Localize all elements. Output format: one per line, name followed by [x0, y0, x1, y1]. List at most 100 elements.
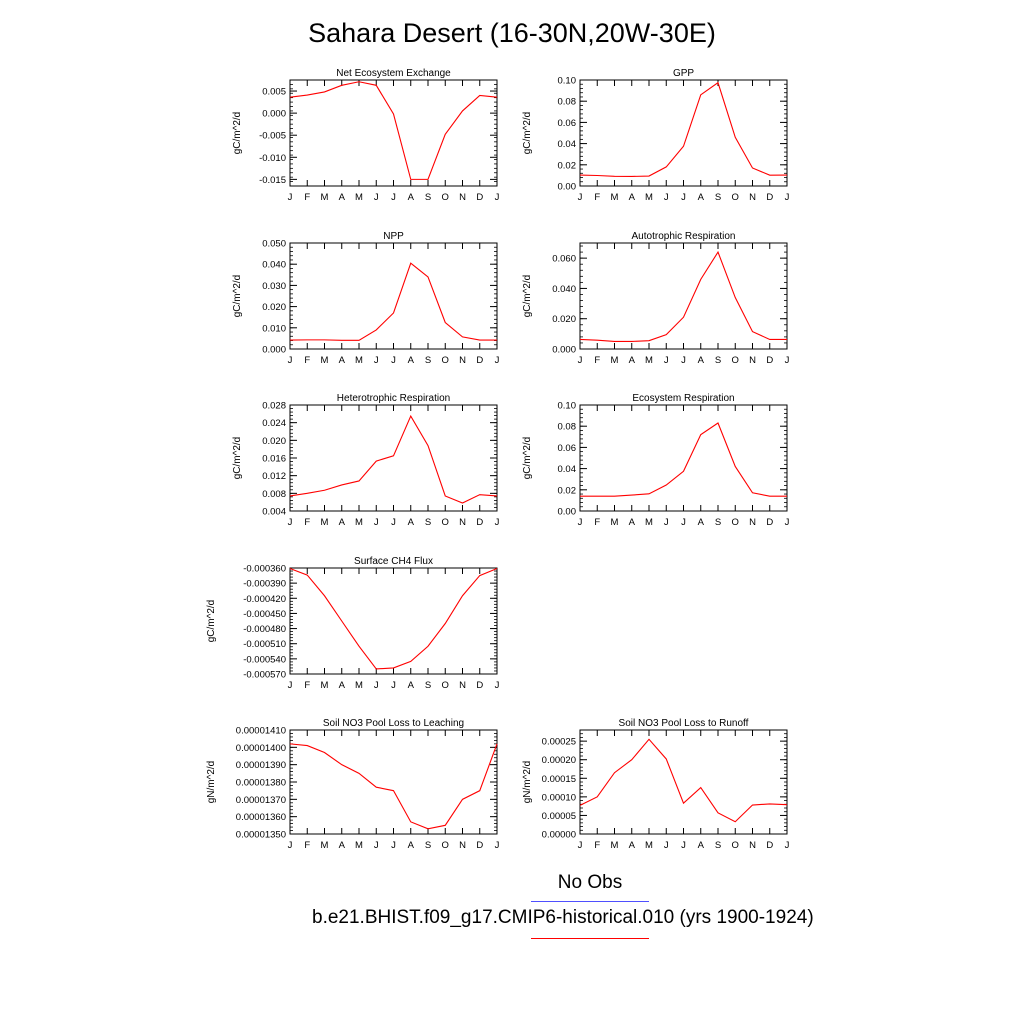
- x-tick-label: M: [611, 192, 619, 203]
- y-tick-label: 0.000: [262, 345, 286, 356]
- plot-frame: [289, 567, 498, 675]
- x-tick-label: M: [355, 517, 363, 528]
- y-tick-label: 0.04: [558, 139, 577, 150]
- x-tick-label: O: [732, 840, 739, 851]
- x-tick-label: J: [495, 680, 500, 691]
- x-tick-label: J: [374, 680, 379, 691]
- x-tick-label: A: [408, 680, 415, 691]
- x-tick-label: J: [391, 192, 396, 203]
- y-tick-label: -0.015: [259, 175, 286, 186]
- y-axis-label: gC/m^2/d: [522, 275, 533, 318]
- x-tick-label: A: [408, 840, 415, 851]
- y-tick-label: 0.050: [262, 239, 286, 250]
- y-tick-label: 0.00001350: [236, 830, 286, 841]
- x-tick-label: O: [442, 517, 449, 528]
- y-tick-label: 0.024: [262, 418, 286, 429]
- x-tick-label: J: [785, 840, 790, 851]
- x-tick-label: F: [304, 840, 310, 851]
- x-tick-label: F: [594, 355, 600, 366]
- x-tick-label: S: [425, 355, 431, 366]
- plot-frame: [289, 242, 498, 350]
- legend-model-line: [531, 938, 649, 939]
- x-tick-label: J: [495, 355, 500, 366]
- y-tick-label: 0.00010: [542, 792, 576, 803]
- x-tick-label: D: [766, 192, 773, 203]
- y-tick-label: 0.020: [262, 436, 286, 447]
- x-tick-label: O: [442, 355, 449, 366]
- y-tick-label: -0.000420: [243, 594, 286, 605]
- x-tick-label: S: [715, 840, 721, 851]
- y-tick-label: -0.000450: [243, 609, 286, 620]
- x-tick-label: D: [476, 680, 483, 691]
- legend-obs-line: [531, 901, 649, 902]
- x-tick-label: M: [645, 192, 653, 203]
- chart-title: Heterotrophic Respiration: [337, 393, 450, 404]
- y-tick-label: 0.010: [262, 323, 286, 334]
- x-tick-label: J: [288, 680, 293, 691]
- chart-title: Net Ecosystem Exchange: [336, 68, 451, 79]
- y-tick-label: 0.00: [558, 507, 577, 518]
- x-tick-label: A: [408, 192, 415, 203]
- plot-frame: [579, 404, 788, 512]
- x-tick-label: M: [321, 680, 329, 691]
- x-tick-label: M: [321, 355, 329, 366]
- x-tick-label: A: [698, 517, 705, 528]
- x-tick-label: O: [732, 355, 739, 366]
- x-tick-label: M: [321, 517, 329, 528]
- y-tick-label: 0.028: [262, 401, 286, 412]
- y-tick-label: 0.005: [262, 87, 286, 98]
- y-tick-label: 0.030: [262, 281, 286, 292]
- y-tick-label: 0.00001410: [236, 726, 286, 737]
- plot-frame: [289, 729, 498, 835]
- x-tick-label: J: [374, 355, 379, 366]
- y-axis-label: gC/m^2/d: [522, 112, 533, 155]
- x-tick-label: M: [355, 840, 363, 851]
- x-tick-label: J: [391, 680, 396, 691]
- x-tick-label: N: [459, 840, 466, 851]
- x-tick-label: A: [339, 517, 346, 528]
- x-tick-label: A: [698, 355, 705, 366]
- x-tick-label: F: [304, 355, 310, 366]
- x-tick-label: J: [785, 355, 790, 366]
- x-tick-label: J: [288, 355, 293, 366]
- x-tick-label: A: [629, 840, 636, 851]
- x-tick-label: O: [442, 840, 449, 851]
- x-tick-label: M: [611, 355, 619, 366]
- x-tick-label: J: [785, 517, 790, 528]
- x-tick-label: M: [645, 840, 653, 851]
- chart-panel: Heterotrophic Respiration gC/m^2/d 0.004 0.…: [232, 393, 500, 528]
- chart-title: NPP: [383, 231, 404, 242]
- chart-panel: NPP gC/m^2/d 0.000 0.010 0.020 0.030 0.040 0.05…: [232, 231, 500, 366]
- x-tick-label: M: [645, 517, 653, 528]
- x-tick-label: S: [715, 517, 721, 528]
- y-tick-label: 0.020: [552, 314, 576, 325]
- x-tick-label: M: [355, 192, 363, 203]
- chart-title: Surface CH4 Flux: [354, 556, 433, 567]
- y-axis-label: gC/m^2/d: [206, 600, 217, 643]
- x-tick-label: J: [495, 840, 500, 851]
- y-tick-label: -0.000480: [243, 624, 286, 635]
- x-tick-label: J: [288, 517, 293, 528]
- y-tick-label: -0.010: [259, 153, 286, 164]
- y-tick-label: 0.000: [262, 109, 286, 120]
- series-line: [289, 414, 498, 504]
- y-tick-label: 0.04: [558, 464, 577, 475]
- x-tick-label: J: [578, 517, 583, 528]
- x-tick-label: J: [664, 355, 669, 366]
- y-tick-label: 0.00: [558, 182, 577, 193]
- chart-panel: Soil NO3 Pool Loss to Leaching gN/m^2/d 0.…: [206, 718, 500, 851]
- chart-title: Ecosystem Respiration: [632, 393, 734, 404]
- x-tick-label: A: [698, 840, 705, 851]
- x-tick-label: F: [594, 517, 600, 528]
- x-tick-label: J: [391, 355, 396, 366]
- x-tick-label: S: [425, 680, 431, 691]
- x-tick-label: J: [664, 192, 669, 203]
- x-tick-label: S: [425, 192, 431, 203]
- x-tick-label: N: [459, 355, 466, 366]
- x-tick-label: F: [304, 192, 310, 203]
- y-axis-label: gC/m^2/d: [232, 437, 243, 480]
- y-tick-label: 0.012: [262, 471, 286, 482]
- x-tick-label: M: [611, 840, 619, 851]
- chart-panel: Autotrophic Respiration gC/m^2/d 0.000 0.02…: [522, 231, 790, 366]
- y-tick-label: 0.040: [552, 284, 576, 295]
